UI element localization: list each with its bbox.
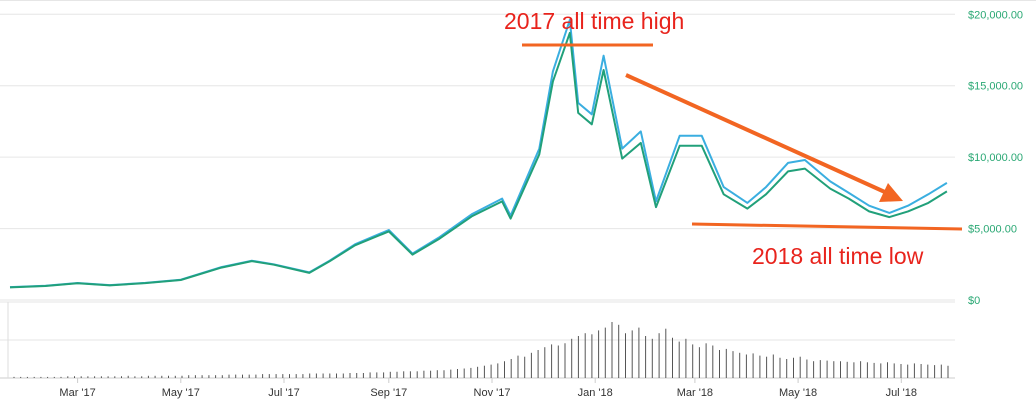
x-tick-label: May '18	[779, 387, 817, 399]
x-axis-ticks: Mar '17 May '17 Jul '17 Sep '17 Nov '17 Jan '…	[59, 378, 917, 399]
y-tick-label: $20,000.00	[968, 9, 1023, 21]
x-tick-label: Jul '17	[268, 387, 299, 399]
downtrend-arrow	[625, 73, 888, 195]
y-axis-ticks: $20,000.00 $15,000.00 $10,000.00 $5,000.00 $…	[968, 9, 1023, 307]
x-tick-label: Nov '17	[474, 387, 511, 399]
annotation-marks	[522, 43, 963, 231]
y-tick-label: $10,000.00	[968, 152, 1023, 164]
x-tick-label: Sep '17	[370, 387, 407, 399]
x-tick-label: May '17	[162, 387, 200, 399]
x-tick-label: Jan '18	[578, 387, 613, 399]
atl-annotation: 2018 all time low	[752, 243, 924, 269]
x-tick-label: Mar '18	[677, 387, 713, 399]
atl-support-line	[691, 222, 963, 231]
y-tick-label: $0	[968, 295, 980, 307]
x-tick-label: Mar '17	[59, 387, 95, 399]
x-tick-label: Jul '18	[886, 387, 917, 399]
series-line-2	[9, 31, 948, 289]
ath-annotation: 2017 all time high	[504, 8, 685, 34]
y-tick-label: $15,000.00	[968, 81, 1023, 93]
volume-bars	[13, 322, 949, 378]
price-lines	[9, 19, 948, 289]
downtrend-arrowhead	[879, 183, 903, 202]
y-tick-label: $5,000.00	[968, 224, 1017, 236]
